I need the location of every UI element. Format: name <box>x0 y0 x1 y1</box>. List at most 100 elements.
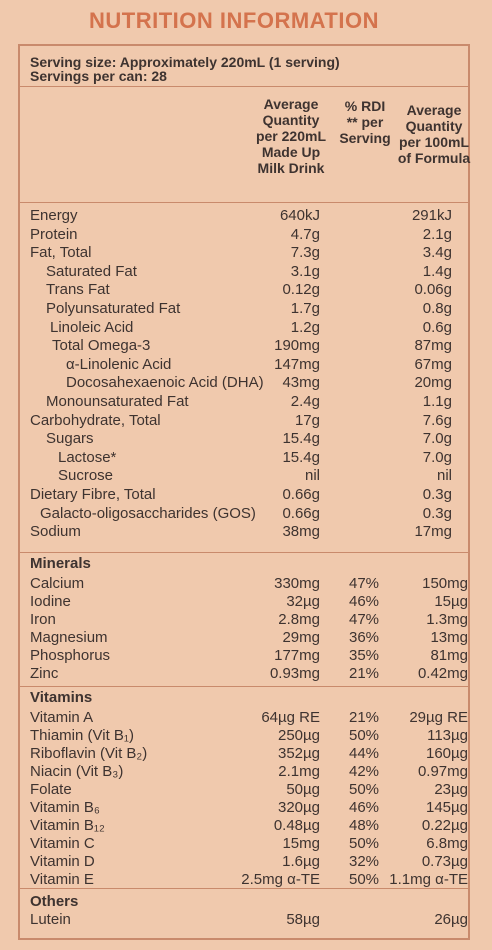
header-rdi: % RDI ** per Serving <box>336 98 394 146</box>
nutrient-name: Polyunsaturated Fat <box>46 300 181 317</box>
row-qty-220: 330mg <box>274 575 320 592</box>
servings-per-can: Servings per can: 28 <box>30 68 167 84</box>
row-qty-220: 64µg RE <box>261 709 320 726</box>
row-rdi: 46% <box>348 593 380 610</box>
row-rdi: 36% <box>348 629 380 646</box>
row-name: Thiamin (Vit B₁) <box>30 727 134 744</box>
row-name: Iron <box>30 611 56 628</box>
nutrient-qty-100: nil <box>436 467 452 485</box>
row-qty-100: 13mg <box>430 629 468 646</box>
nutrient-qty-220: nil <box>304 467 320 485</box>
row-rdi: 21% <box>348 665 380 682</box>
row-qty-100: 150mg <box>422 575 468 592</box>
row-rdi: 50% <box>348 781 380 798</box>
header-per-100ml: Average Quantity per 100mL of Formula <box>396 102 472 166</box>
divider <box>20 86 468 87</box>
nutrient-qty-220: 3.1g <box>290 262 320 280</box>
nutrient-name: Sugars <box>46 430 94 448</box>
row-qty-220: 2.1mg <box>278 763 320 780</box>
header-line: per 220mL <box>255 128 327 144</box>
serving-size: Serving size: Approximately 220mL (1 ser… <box>30 54 340 70</box>
nutrient-qty-100: 7.0g <box>422 448 452 466</box>
nutrient-name: Sucrose <box>58 467 114 485</box>
row-rdi: 32% <box>348 853 380 870</box>
row-qty-220: 177mg <box>274 647 320 664</box>
nutrient-qty-100: 291kJ <box>411 207 452 224</box>
row-qty-220: 58µg <box>286 911 320 928</box>
nutrient-qty-220: 640kJ <box>279 207 320 224</box>
nutrient-name: Sodium <box>30 523 81 541</box>
row-qty-220: 0.48µg <box>273 817 320 834</box>
nutrient-qty-220: 15.4g <box>282 448 320 466</box>
header-line: per 100mL <box>398 134 470 150</box>
nutrient-qty-100: 0.6g <box>422 318 452 336</box>
row-qty-220: 1.6µg <box>282 853 320 870</box>
nutrient-name: Docosahexaenoic Acid (DHA) <box>66 374 264 392</box>
row-rdi: 47% <box>348 611 380 628</box>
row-qty-100: 113µg <box>427 727 468 744</box>
row-rdi: 42% <box>348 763 380 780</box>
nutrient-name: Lactose* <box>58 448 117 466</box>
row-qty-100: 26µg <box>434 911 468 928</box>
row-rdi: 35% <box>348 647 380 664</box>
nutrient-qty-100: 7.6g <box>422 411 452 429</box>
nutrient-qty-100: 0.3g <box>422 486 452 503</box>
row-qty-100: 0.22µg <box>421 817 468 834</box>
nutrition-table: Serving size: Approximately 220mL (1 ser… <box>18 44 470 940</box>
nutrient-qty-100: 17mg <box>414 523 452 541</box>
row-name: Vitamin D <box>30 853 95 870</box>
row-qty-100: 0.97mg <box>417 763 468 780</box>
header-line: ** per <box>346 114 384 130</box>
nutrient-qty-220: 15.4g <box>282 430 320 448</box>
nutrient-name: α-Linolenic Acid <box>66 355 172 373</box>
row-qty-220: 2.8mg <box>278 611 320 628</box>
row-qty-100: 1.1mg α-TE <box>389 871 468 888</box>
header-line: Milk Drink <box>257 160 325 176</box>
header-line: Quantity <box>262 112 320 128</box>
row-qty-100: 29µg RE <box>409 709 468 726</box>
header-per-220ml: Average Quantity per 220mL Made Up Milk Drin… <box>248 96 334 176</box>
row-name: Riboflavin (Vit B₂) <box>30 745 148 762</box>
row-qty-100: 81mg <box>430 647 468 664</box>
section-heading: Others <box>30 893 79 910</box>
nutrient-qty-220: 1.2g <box>290 318 320 336</box>
nutrient-name: Saturated Fat <box>46 262 137 280</box>
nutrient-name: Monounsaturated Fat <box>46 393 189 410</box>
row-qty-220: 320µg <box>277 799 320 816</box>
row-name: Vitamin B₁₂ <box>30 817 105 834</box>
row-rdi: 50% <box>348 727 380 744</box>
nutrient-qty-220: 2.4g <box>290 393 320 410</box>
row-qty-100: 0.42mg <box>417 665 468 682</box>
divider <box>20 686 468 687</box>
row-qty-100: 0.73µg <box>421 853 468 870</box>
header-line: of Formula <box>397 150 471 166</box>
row-qty-100: 23µg <box>434 781 468 798</box>
nutrient-qty-100: 20mg <box>414 374 452 392</box>
row-name: Calcium <box>30 575 85 592</box>
nutrient-name: Dietary Fibre, Total <box>30 486 156 503</box>
row-qty-100: 15µg <box>434 593 468 610</box>
nutrient-name: Fat, Total <box>30 244 92 262</box>
row-qty-220: 0.93mg <box>269 665 320 682</box>
nutrient-qty-220: 4.7g <box>290 225 320 243</box>
row-name: Lutein <box>30 911 71 928</box>
nutrient-qty-220: 190mg <box>274 337 320 355</box>
header-line: Serving <box>339 130 391 146</box>
nutrient-qty-100: 0.3g <box>422 504 452 522</box>
nutrient-qty-220: 7.3g <box>290 244 320 262</box>
row-qty-100: 1.3mg <box>426 611 468 628</box>
row-name: Iodine <box>30 593 71 610</box>
header-line: % RDI <box>344 98 386 114</box>
nutrient-qty-100: 1.1g <box>422 393 452 410</box>
row-qty-220: 50µg <box>286 781 320 798</box>
divider <box>20 888 468 889</box>
row-name: Phosphorus <box>30 647 111 664</box>
row-qty-220: 32µg <box>286 593 320 610</box>
row-qty-220: 250µg <box>277 727 320 744</box>
divider <box>20 202 468 203</box>
nutrient-name: Linoleic Acid <box>50 318 134 336</box>
nutrient-qty-220: 43mg <box>282 374 320 392</box>
row-name: Magnesium <box>30 629 108 646</box>
row-qty-220: 352µg <box>277 745 320 762</box>
row-rdi: 50% <box>348 835 380 852</box>
